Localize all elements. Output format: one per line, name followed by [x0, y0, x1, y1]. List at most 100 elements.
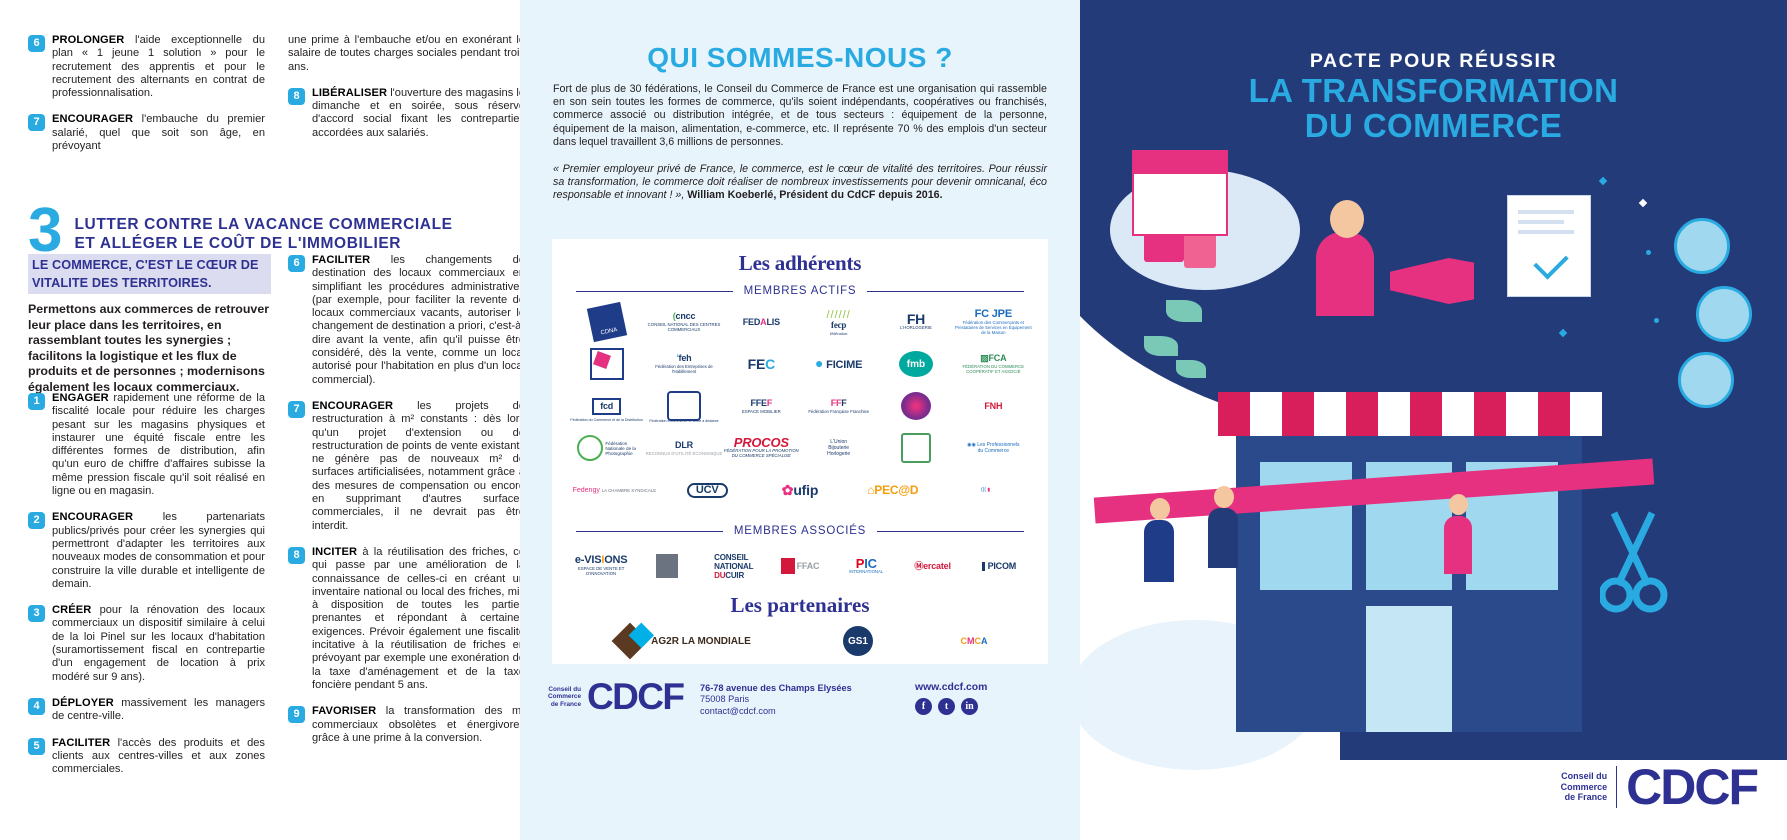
twitter-icon[interactable]: t: [938, 698, 955, 715]
item-body: la transformation des m² commerciaux obs…: [312, 705, 525, 744]
logo-ffac: FFAC: [767, 549, 833, 583]
logo-pic-inter: PIC INTERNATIONAL: [849, 555, 884, 574]
divider-line: [576, 290, 733, 292]
section-number: 3: [28, 196, 63, 265]
card-line: [1518, 230, 1574, 234]
footer-address: 76-78 avenue des Champs Elysées 75008 Pa…: [700, 683, 852, 717]
logo-conseil-national-cuir: CONSEIL NATIONAL DUCUIR: [714, 552, 754, 580]
footer-email[interactable]: contact@cdcf.com: [700, 705, 776, 716]
left-column-a-items: 1 ENGAGER rapidement une réforme de la f…: [28, 392, 265, 789]
item-text: FAVORISER la transformation des m² comme…: [312, 705, 525, 745]
logo-pecad: ⌂PEC@D: [867, 482, 919, 497]
logo-unibal2: ((( ▮: [981, 487, 991, 493]
connector-dot: [1654, 318, 1659, 323]
person-head: [1330, 200, 1364, 238]
center-body-text: Fort de plus de 30 fédérations, le Conse…: [553, 83, 1047, 148]
section-lead-paragraph: Permettons aux commerces de retrouver le…: [28, 302, 270, 394]
members-assoc-label: MEMBRES ASSOCIÉS: [733, 525, 867, 537]
facebook-icon[interactable]: f: [915, 698, 932, 715]
proposal-item: 6 FACILITER les changements de destinati…: [288, 254, 525, 387]
linkedin-icon[interactable]: in: [961, 698, 978, 715]
item-text: ENCOURAGER l'embauche du premier salarié…: [52, 113, 265, 153]
item-keyword: LIBÉRALISER: [312, 86, 388, 99]
logo-fmb: fmb: [877, 347, 954, 381]
item-keyword: FACILITER: [312, 254, 371, 266]
footer-social-links: f t in: [915, 698, 978, 715]
proposal-item: 8 INCITER à la réutilisation des friches…: [288, 546, 525, 692]
item-number-badge: 6: [28, 35, 45, 52]
item-number-badge: 2: [28, 512, 45, 530]
cover-title-line2: DU COMMERCE: [1304, 107, 1563, 144]
item-keyword: ENCOURAGER: [52, 113, 134, 126]
logo-row: Fedengy LA CHAMBRE SYNDICALE UCV ✿ufip ⌂…: [552, 473, 1048, 507]
logo-row: Fédération Nationale de la Photographie DL…: [552, 431, 1048, 465]
logo-cncc: (cncc CONSEIL NATIONAL DES CENTRES COMMER…: [647, 311, 721, 333]
avatar: [1696, 286, 1752, 342]
proposal-item: 9 FAVORISER la transformation des m² com…: [288, 705, 525, 745]
item-number-badge: 1: [28, 393, 45, 410]
avatar: [1674, 218, 1730, 274]
connector-dot: [1646, 250, 1651, 255]
brand-separator: [1616, 766, 1618, 808]
cover-brand-big: CDCF: [1626, 759, 1759, 815]
item-keyword: PROLONGER: [52, 34, 125, 46]
logo-procos: PROCOS FÉDÉRATION POUR LA PROMOTION DU CO…: [723, 435, 799, 458]
members-active-divider: MEMBRES ACTIFS: [576, 285, 1025, 297]
shop-awning-small: [1132, 150, 1228, 172]
item-keyword: INCITER: [312, 545, 358, 558]
logo-e-visions: e-VISIONS ESPACE DE VENTE ET D'INNOVATION: [574, 554, 628, 577]
leaf-decoration: [1166, 300, 1202, 322]
footer-address-line1: 76-78 avenue des Champs Elysées: [700, 683, 852, 693]
proposal-item: 4 DÉPLOYER massivement les managers de c…: [28, 697, 265, 724]
proposal-item: 7 ENCOURAGER les projets de restructurat…: [288, 400, 525, 533]
left-column-b-top: une prime à l'embauche et/ou en exonéran…: [288, 34, 525, 153]
logo-fca: ▨FCA FÉDÉRATION DU COMMERCE COOPÉRATIF ET…: [962, 353, 1025, 375]
footer-brand: Conseil du Commerce de France CDCF: [548, 678, 685, 715]
members-assoc-divider: MEMBRES ASSOCIÉS: [576, 525, 1024, 537]
item-body: les changements de destination des locau…: [312, 254, 525, 386]
item-keyword: ENGAGER: [52, 392, 109, 404]
logo-fec: FEC: [747, 355, 776, 372]
logo-mercatel: Ⓜercatel: [914, 560, 951, 571]
footer-brand-small: Conseil du Commerce de France: [548, 686, 581, 709]
logo-fnh: FNH: [984, 400, 1003, 411]
item-text: ENCOURAGER les projets de restructuratio…: [312, 400, 525, 533]
left-column-b-items: 6 FACILITER les changements de destinati…: [288, 254, 525, 758]
item-number-badge: 8: [288, 546, 305, 564]
item-text: INCITER à la réutilisation des friches, …: [312, 546, 525, 692]
awning-stripe: [1250, 392, 1282, 436]
logo-archives: [634, 549, 700, 583]
awning-stripe: [1442, 392, 1474, 436]
card-line: [1518, 220, 1564, 224]
check-icon: [1533, 244, 1569, 280]
item-text: FACILITER l'accès des produits et des cl…: [52, 737, 265, 777]
item-text: PROLONGER l'aide exceptionnelle du plan …: [52, 34, 265, 100]
cover-brand-line2: Commerce: [1560, 781, 1608, 792]
item-body: l'accès des produits et des clients aux …: [52, 736, 265, 776]
footer-website[interactable]: www.cdcf.com: [915, 682, 988, 693]
person-body: [1316, 232, 1374, 316]
logo-gs1-france: GS1: [800, 624, 916, 658]
logo-ucv: UCV: [661, 473, 754, 507]
quote-text: « Premier employeur privé de France, le …: [553, 163, 1047, 202]
item-number-badge: 7: [288, 400, 305, 418]
logo-row: fcd Fédération du Commerce et de la Distr…: [552, 389, 1048, 423]
logo-fh-horlogerie: FH L'HORLOGERIE: [900, 310, 932, 330]
logo-ufip: ✿ufip: [781, 481, 819, 498]
item-keyword: CRÉER: [52, 604, 92, 617]
item-keyword: FAVORISER: [312, 705, 377, 718]
logo-row-associated: e-VISIONS ESPACE DE VENTE ET D'INNOVATION…: [552, 549, 1048, 583]
item-number-badge: 9: [288, 706, 305, 724]
logo-fcd: fcd Fédération du Commerce et de la Distr…: [568, 389, 645, 423]
awning-stripe: [1506, 392, 1538, 436]
awning-stripe: [1378, 392, 1410, 436]
center-quote: « Premier employeur privé de France, le …: [553, 163, 1047, 203]
checklist-card: [1507, 195, 1591, 297]
logo-feh: 'feh Fédération des Entreprises de l'Habi…: [655, 353, 713, 375]
section-heading: 3 LUTTER CONTRE LA VACANCE COMMERCIALE E…: [28, 196, 508, 272]
item-text: CRÉER pour la rénovation des locaux comm…: [52, 604, 265, 684]
cover-subtitle: PACTE POUR RÉUSSIR: [1309, 50, 1558, 72]
proposal-item: 2 ENCOURAGER les partenariats publics/pr…: [28, 511, 265, 591]
leaf-decoration: [1176, 360, 1206, 378]
